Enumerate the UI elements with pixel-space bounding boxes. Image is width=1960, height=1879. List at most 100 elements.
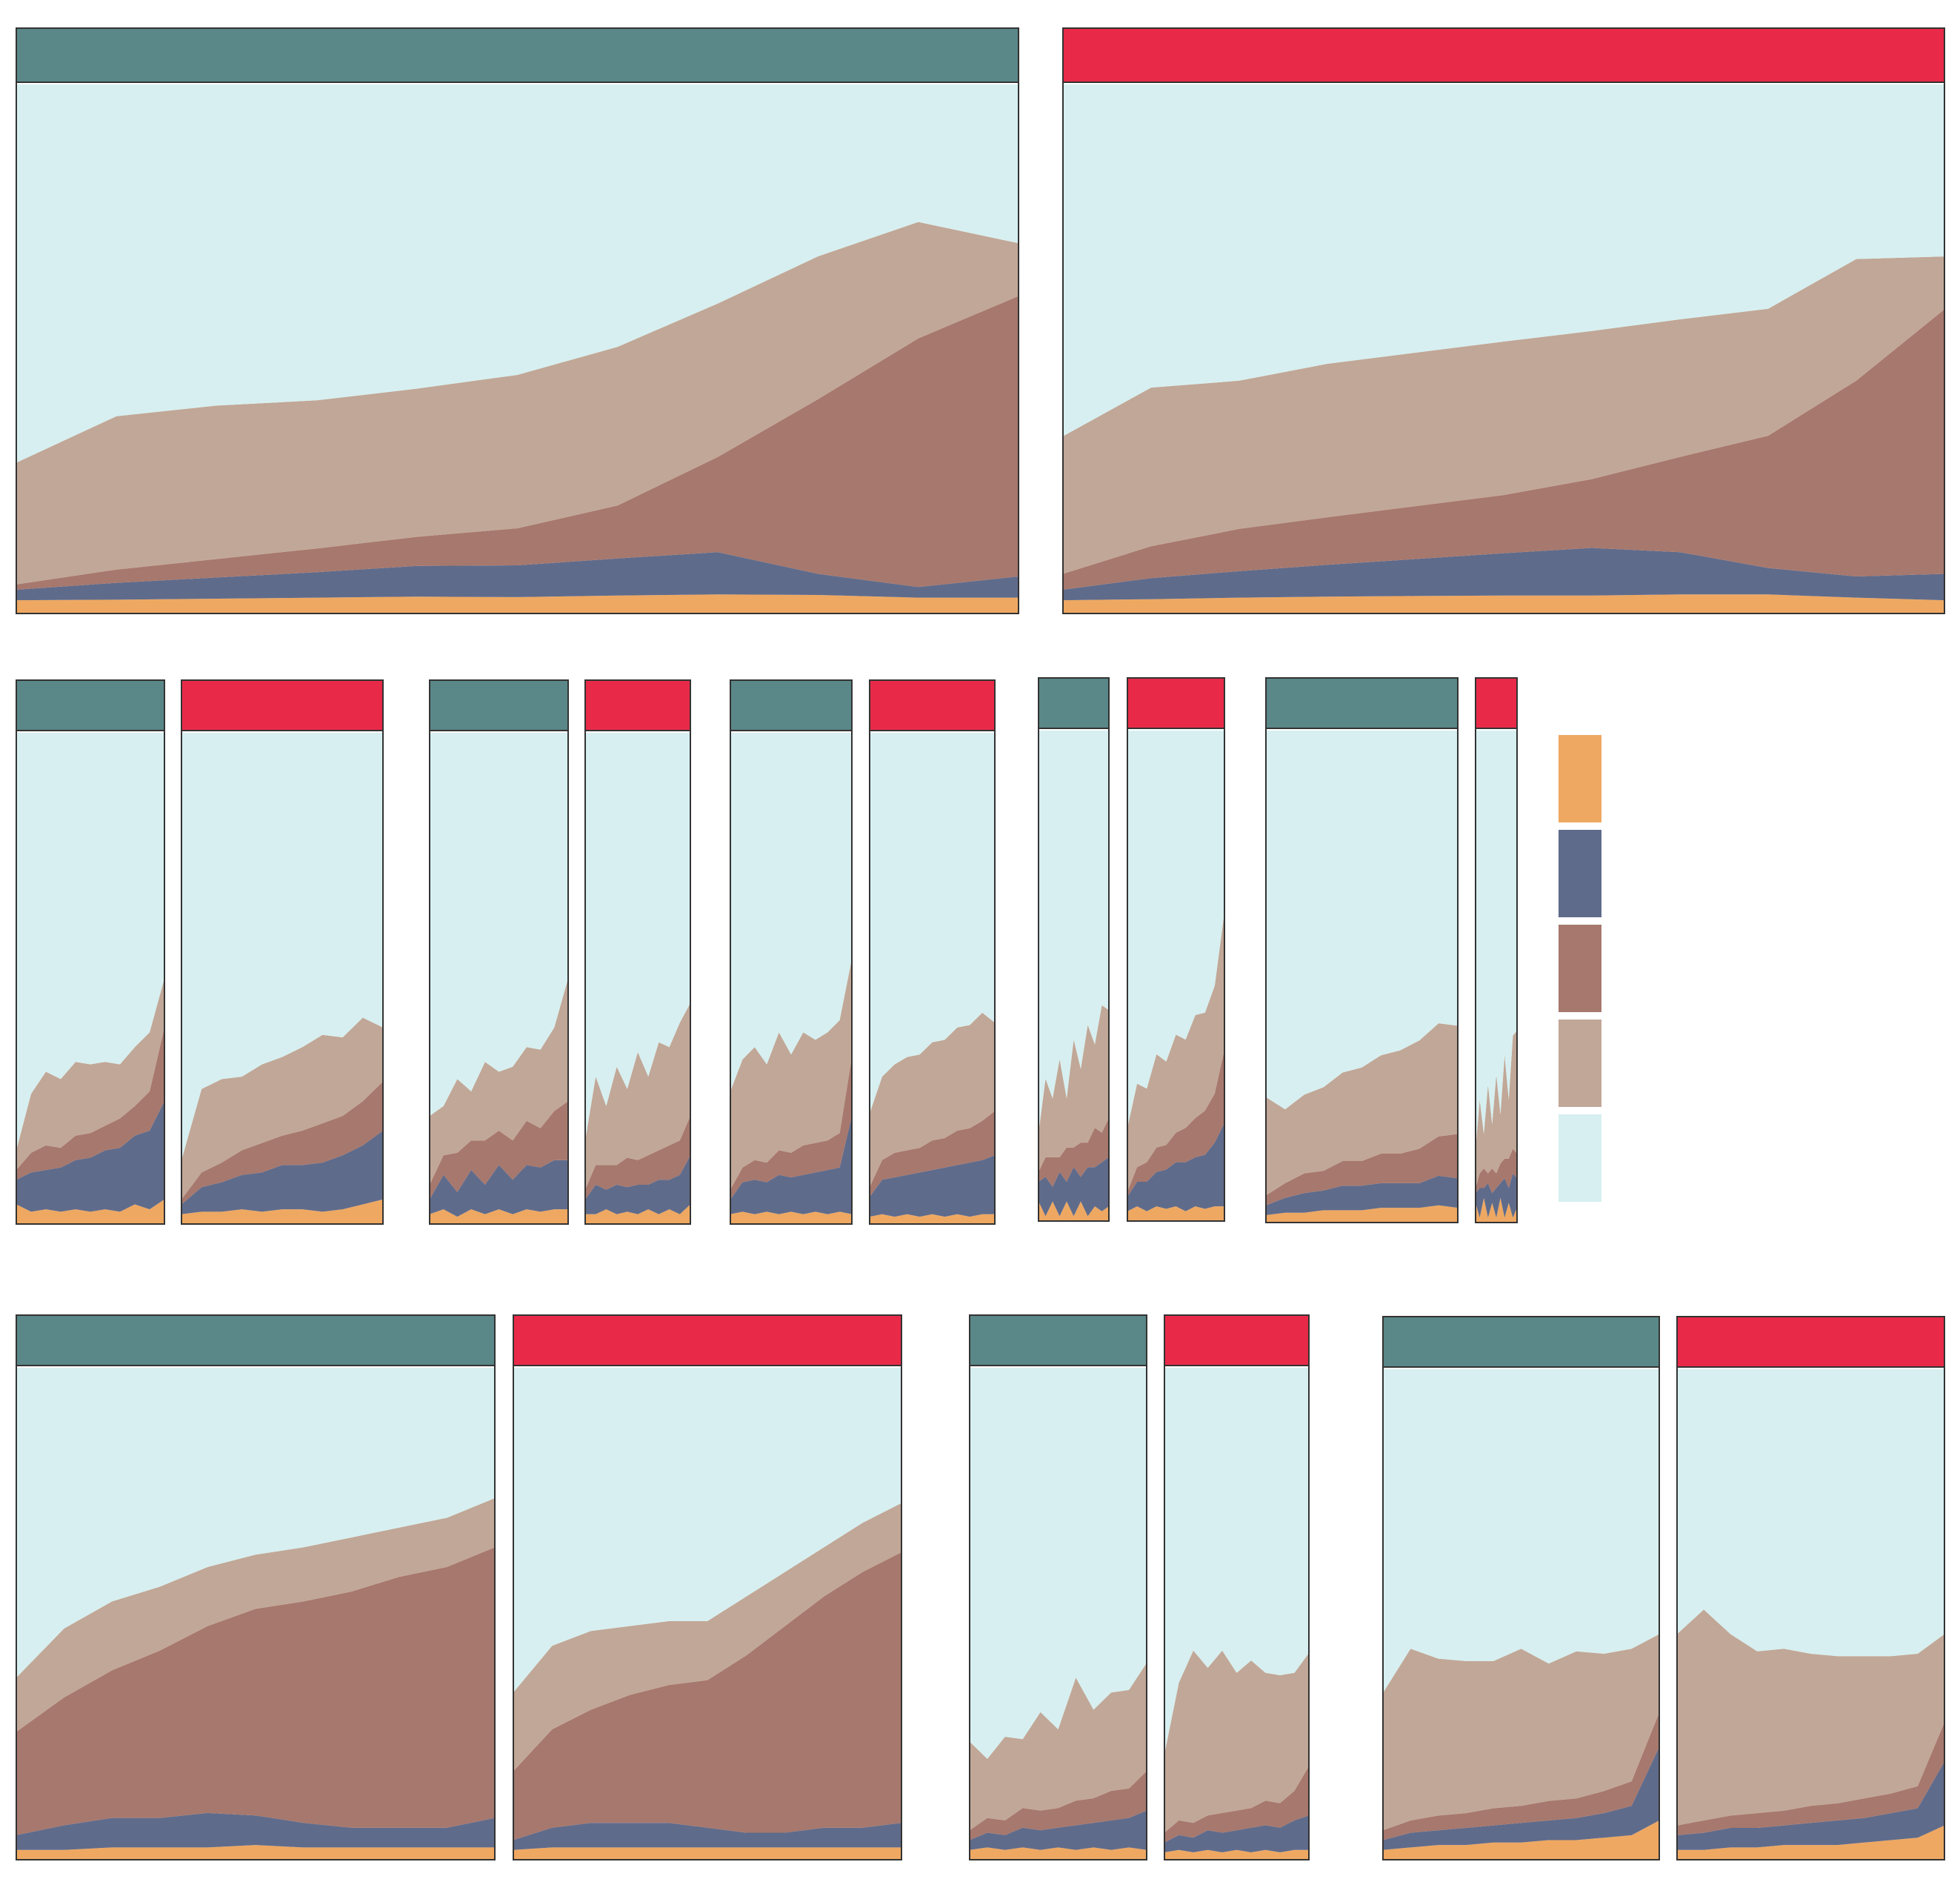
area-series-1 [430, 1209, 568, 1224]
area-series-4 [1063, 256, 1944, 574]
area-series-2 [1063, 548, 1944, 601]
area-series-1 [1266, 1205, 1458, 1223]
area-series-4 [870, 1012, 995, 1188]
facet-header-strip [1127, 677, 1225, 729]
area-series-4 [1164, 1650, 1309, 1833]
area-series-3 [1063, 309, 1944, 590]
area-series-1 [1476, 1197, 1517, 1223]
facet-header-strip [1038, 677, 1110, 729]
legend-swatch-5 [1559, 1114, 1601, 1202]
area-series-4 [730, 959, 852, 1190]
facet-header-strip [1265, 677, 1459, 729]
area-series-1 [1164, 1849, 1309, 1860]
facet-panel [16, 27, 1019, 614]
area-series-3 [16, 296, 1019, 590]
facet-header-strip [584, 679, 691, 731]
area-series-2 [16, 552, 1019, 601]
area-series-5 [513, 1368, 901, 1693]
area-series-2 [1383, 1746, 1659, 1850]
area-series-1 [1039, 1201, 1109, 1221]
area-series-3 [1127, 1049, 1224, 1197]
area-series-3 [430, 1101, 568, 1200]
facet-panel [1062, 27, 1945, 614]
facet-header-strip [513, 1314, 902, 1366]
facet-header-strip [1382, 1316, 1660, 1368]
area-series-2 [1039, 1157, 1109, 1217]
area-series-1 [16, 594, 1019, 613]
area-series-2 [16, 1812, 495, 1850]
area-series-5 [1039, 731, 1109, 1133]
area-series-2 [430, 1160, 568, 1217]
area-series-4 [1039, 1005, 1109, 1172]
facet-header-strip [969, 1314, 1147, 1366]
facet-header-strip [16, 27, 1019, 83]
facet-header-strip [16, 1314, 496, 1366]
area-series-1 [585, 1204, 690, 1224]
area-series-3 [1383, 1712, 1659, 1840]
area-series-5 [16, 84, 1019, 463]
area-series-4 [181, 1017, 383, 1200]
area-series-3 [1677, 1722, 1944, 1835]
facet-header-strip [730, 679, 853, 731]
area-series-5 [430, 733, 568, 1117]
facet-header-strip [16, 679, 165, 731]
area-series-4 [1677, 1609, 1944, 1826]
area-series-2 [1476, 1173, 1517, 1218]
legend-swatch-4 [1559, 1020, 1601, 1107]
facet-header-strip [1164, 1314, 1310, 1366]
area-series-3 [513, 1552, 901, 1840]
legend-swatch-3 [1559, 925, 1601, 1012]
area-series-2 [970, 1810, 1147, 1850]
facet-panel [513, 1314, 902, 1860]
area-series-1 [181, 1199, 383, 1224]
facet-panel [869, 679, 996, 1225]
area-series-3 [16, 1547, 495, 1835]
area-series-4 [1476, 1031, 1517, 1188]
area-series-5 [1127, 731, 1224, 1128]
area-series-5 [16, 1368, 495, 1678]
area-series-5 [585, 733, 690, 1141]
area-series-2 [1164, 1815, 1309, 1852]
area-series-5 [181, 733, 383, 1160]
area-series-5 [1677, 1369, 1944, 1657]
area-series-3 [1266, 1134, 1458, 1205]
legend-swatch-1 [1559, 735, 1601, 822]
facet-header-strip [429, 679, 569, 731]
area-series-3 [1476, 1148, 1517, 1194]
facet-panel [584, 679, 691, 1225]
area-series-3 [870, 1111, 995, 1197]
area-series-1 [16, 1845, 495, 1860]
area-series-4 [513, 1503, 901, 1772]
area-series-4 [970, 1663, 1147, 1831]
area-series-2 [513, 1823, 901, 1850]
area-series-2 [585, 1155, 690, 1214]
area-series-4 [1383, 1634, 1659, 1831]
area-series-3 [181, 1081, 383, 1205]
facet-panel [969, 1314, 1147, 1860]
legend [1559, 735, 1601, 1202]
facet-header-strip [181, 679, 384, 731]
area-series-2 [16, 1101, 164, 1212]
area-series-4 [16, 978, 164, 1171]
area-series-1 [1063, 594, 1944, 613]
facet-header-strip [869, 679, 996, 731]
facet-panel [16, 1314, 496, 1860]
area-series-2 [1266, 1175, 1458, 1215]
area-series-5 [1063, 84, 1944, 436]
area-series-1 [1677, 1825, 1944, 1860]
area-series-3 [1039, 1118, 1109, 1187]
facet-panel [730, 679, 853, 1225]
area-series-5 [730, 733, 852, 1091]
area-series-1 [513, 1847, 901, 1860]
area-series-5 [1164, 1368, 1309, 1755]
legend-swatch-2 [1559, 830, 1601, 917]
area-series-2 [181, 1131, 383, 1214]
area-series-5 [870, 733, 995, 1114]
facet-panel [181, 679, 384, 1225]
area-series-1 [870, 1214, 995, 1224]
area-series-1 [970, 1847, 1147, 1860]
area-series-4 [16, 222, 1019, 585]
facet-panel [16, 679, 165, 1225]
facet-panel [429, 679, 569, 1225]
